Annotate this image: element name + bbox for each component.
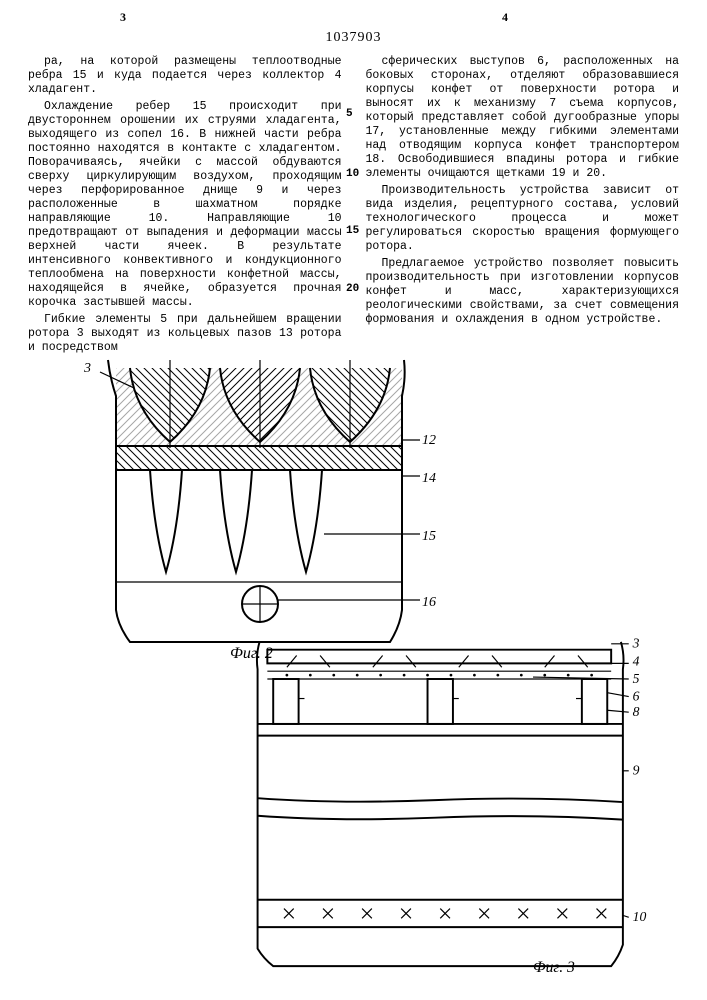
label-6: 8 [633, 704, 640, 719]
para: Охлаждение ребер 15 происходит при двуст… [28, 100, 342, 310]
para: ра, на которой размещены теплоотводные р… [28, 55, 342, 97]
para: Производительность устройства зависит от… [366, 184, 680, 254]
text-columns: ра, на которой размещены теплоотводные р… [28, 55, 679, 358]
right-column: сферических выступов 6, расположенных на… [366, 55, 680, 358]
label-4: 10 [633, 909, 647, 924]
label-12: 3 [83, 361, 91, 376]
label-5: 6 [633, 688, 640, 703]
document-id: 1037903 [0, 30, 707, 46]
para: Предлагаемое устройство позволяет повыси… [366, 257, 680, 327]
figure-3: 3 4 5 6 8 9 10 Фиг. 3 [240, 630, 660, 980]
figures-area: 3 12 14 15 16 Фиг. 2 [0, 350, 707, 990]
label-15: 15 [422, 529, 436, 544]
fig3-caption: Фиг. 3 [533, 959, 575, 976]
label-9: 5 [633, 671, 640, 686]
label-16: 16 [422, 595, 436, 610]
page-no-left: 3 [120, 10, 126, 25]
left-column: ра, на которой размещены теплоотводные р… [28, 55, 342, 358]
label-10: 4 [633, 653, 640, 668]
figure-2: 3 12 14 15 16 Фиг. 2 [70, 350, 430, 660]
label-8: 3 [632, 636, 640, 651]
label-3: 14 [422, 471, 436, 486]
label-3: 9 [633, 763, 640, 778]
label-14: 12 [422, 433, 436, 448]
page-no-right: 4 [502, 10, 508, 25]
page: 3 4 1037903 5 10 15 20 ра, на которой ра… [0, 0, 707, 1000]
para: сферических выступов 6, расположенных на… [366, 55, 680, 181]
